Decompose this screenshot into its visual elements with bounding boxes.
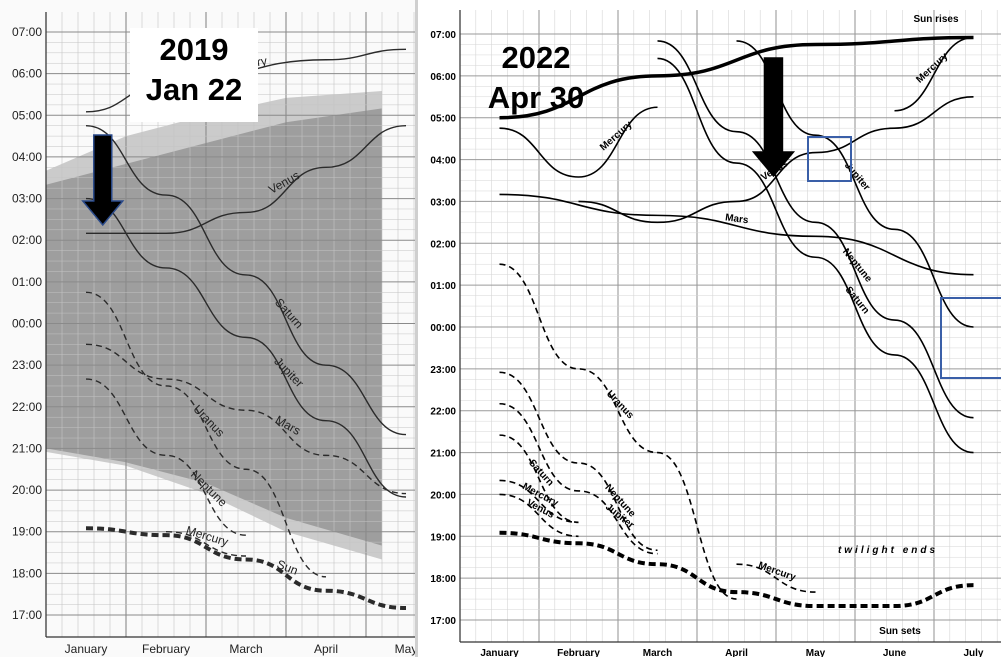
chart-2022-panel: 07:00 06:00 05:00 04:00 03:00 02:00 01:00 00:00… (418, 0, 1001, 657)
y-tick-label: 22:00 (12, 400, 42, 414)
date-stamp-2019: 2019 Jan 22 (130, 28, 258, 122)
y-tick-label: 05:00 (430, 114, 456, 125)
series-line-mercury (894, 36, 974, 112)
night-band-dark (46, 108, 382, 546)
x-tick-label: April (725, 648, 748, 657)
y-tick-label: 06:00 (12, 67, 42, 81)
y-tick-label: 03:00 (12, 192, 42, 206)
twilight-ends-label: twilight ends (838, 545, 938, 556)
y-tick-label: 19:00 (430, 532, 456, 543)
x-tick-label: February (142, 642, 190, 656)
series-line-venus (499, 493, 579, 538)
series-line-saturn (499, 434, 579, 524)
y-tick-label: 04:00 (12, 150, 42, 164)
x-tick-label: March (643, 648, 672, 657)
x-tick-label: July (963, 648, 983, 657)
x-tick-label: February (557, 648, 600, 657)
series-line-saturn (657, 57, 974, 454)
series-line-sun-rises (499, 35, 974, 120)
y-tick-label: 18:00 (12, 566, 42, 580)
x-tick-label: June (883, 648, 907, 657)
series-line-twilight-ends (499, 530, 974, 609)
panel-divider (415, 0, 418, 657)
series-line-mercury (499, 479, 579, 524)
down-arrow-icon (81, 134, 125, 227)
series-label-mercury: Mercury (914, 51, 950, 86)
series-label-mercury: Mercury (757, 560, 798, 583)
x-tick-label: May (395, 642, 415, 656)
y-tick-label: 06:00 (430, 72, 456, 83)
chart-2019-svg: 07:00 06:00 05:00 04:00 03:00 02:00 01:00 00:00… (12, 12, 415, 656)
series-line-uranus (85, 291, 327, 578)
series-line-saturn (85, 124, 407, 436)
x-tick-label: May (806, 648, 826, 657)
series-line-mars (85, 343, 407, 495)
y-tick-label: 17:00 (430, 616, 456, 627)
highlight-box-venus (807, 136, 852, 182)
y-tick-label: 20:00 (12, 483, 42, 497)
series-line-neptune (85, 378, 247, 536)
chart-2022-svg: 07:00 06:00 05:00 04:00 03:00 02:00 01:00 00:00… (430, 10, 1001, 657)
stamp-date: Apr 30 (487, 80, 585, 115)
date-stamp-2022: 2022 Apr 30 (476, 38, 596, 118)
series-line-mercury (736, 563, 816, 593)
series-line-jupiter (85, 197, 407, 498)
series-line-venus (578, 95, 974, 224)
series-line-neptune (657, 40, 974, 419)
series-line-uranus (499, 263, 737, 600)
sun-sets-label: Sun sets (879, 626, 921, 637)
series-line-neptune (499, 371, 658, 552)
chart-2019-panel: 07:00 06:00 05:00 04:00 03:00 02:00 01:00 00:00… (0, 0, 415, 657)
series-label-mars: Mars (725, 212, 750, 226)
y-tick-label: 18:00 (430, 574, 456, 585)
y-tick-label: 07:00 (12, 25, 42, 39)
y-tick-label: 00:00 (430, 323, 456, 334)
y-tick-label: 21:00 (12, 441, 42, 455)
x-tick-label: April (314, 642, 338, 656)
y-tick-label: 01:00 (430, 281, 456, 292)
down-arrow-icon (751, 57, 796, 178)
series-line-mars (499, 193, 974, 276)
series-line-mercury (499, 106, 658, 178)
y-tick-label: 23:00 (430, 365, 456, 376)
series-line-jupiter (499, 402, 658, 555)
series-line-mercury (165, 531, 247, 557)
y-tick-label: 21:00 (430, 449, 456, 460)
y-tick-label: 00:00 (12, 317, 42, 331)
y-tick-label: 20:00 (430, 490, 456, 501)
y-tick-label: 01:00 (12, 275, 42, 289)
y-tick-label: 05:00 (12, 108, 42, 122)
stamp-date: Jan 22 (145, 72, 243, 107)
y-tick-label: 07:00 (430, 30, 456, 41)
y-tick-label: 04:00 (430, 156, 456, 167)
series-label-mercury: Mercury (598, 119, 635, 153)
highlight-box-jupiter (940, 297, 1001, 379)
series-label-sun: Sun (275, 557, 300, 578)
y-tick-label: 22:00 (430, 407, 456, 418)
y-tick-label: 19:00 (12, 525, 42, 539)
y-tick-label: 17:00 (12, 608, 42, 622)
y-tick-label: 02:00 (430, 239, 456, 250)
x-tick-label: March (229, 642, 262, 656)
x-tick-label: January (65, 642, 108, 656)
y-tick-label: 02:00 (12, 233, 42, 247)
series-line-venus (85, 124, 407, 234)
stamp-year: 2019 (159, 32, 229, 67)
stamp-year: 2022 (501, 40, 571, 75)
sun-rises-label: Sun rises (913, 14, 958, 25)
series-label-neptune: Neptune (840, 247, 874, 285)
y-tick-label: 03:00 (430, 197, 456, 208)
x-tick-label: January (480, 648, 519, 657)
series-line-sun (85, 526, 407, 611)
y-tick-label: 23:00 (12, 358, 42, 372)
